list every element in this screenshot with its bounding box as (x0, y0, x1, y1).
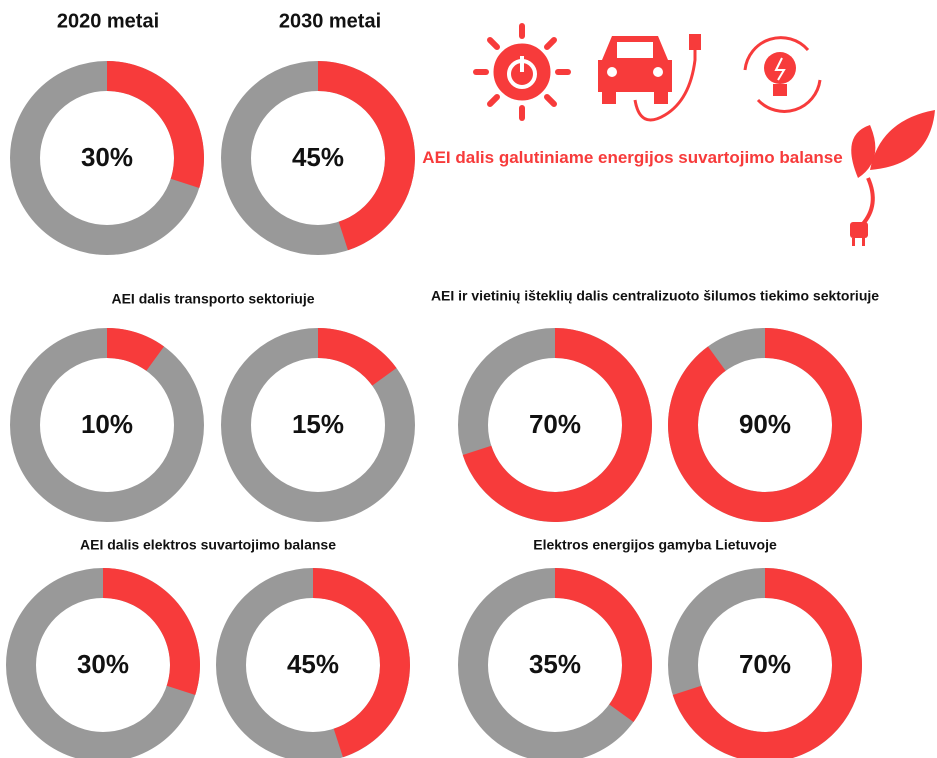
donut-segment (672, 568, 862, 758)
donut-segment (318, 327, 397, 386)
value-label: 35% (529, 649, 581, 679)
donut-segment (318, 61, 415, 251)
value-label: 70% (529, 409, 581, 439)
bulb-icon (743, 36, 822, 113)
section-title: AEI ir vietinių išteklių dalis centraliz… (431, 288, 879, 304)
section-title: AEI dalis transporto sektoriuje (111, 291, 314, 307)
column-header: 2020 metai (57, 10, 159, 32)
value-label: 70% (739, 649, 791, 679)
donut-segment (107, 328, 165, 371)
donut-segment (462, 328, 653, 522)
chart-title: AEI dalis galutiniame energijos suvartoj… (422, 148, 843, 167)
donut-segment (555, 568, 652, 723)
donut-segment (103, 568, 201, 695)
section-title: AEI dalis elektros suvartojimo balanse (80, 537, 336, 553)
value-label: 45% (287, 649, 339, 679)
value-label: 15% (292, 409, 344, 439)
donut-segment (107, 61, 204, 188)
donut-segment (313, 568, 410, 758)
sun-icon (473, 23, 571, 121)
value-label: 30% (77, 649, 129, 679)
title-box: AEI dalis galutiniame energijos suvartoj… (422, 148, 843, 167)
car-icon (598, 34, 701, 122)
section-title: Elektros energijos gamyba Lietuvoje (533, 537, 777, 553)
value-label: 90% (739, 409, 791, 439)
plant-icon (850, 110, 935, 246)
donut-segment (667, 328, 862, 522)
value-label: 10% (81, 409, 133, 439)
value-label: 45% (292, 142, 344, 172)
value-label: 30% (81, 142, 133, 172)
column-header: 2030 metai (279, 10, 381, 32)
